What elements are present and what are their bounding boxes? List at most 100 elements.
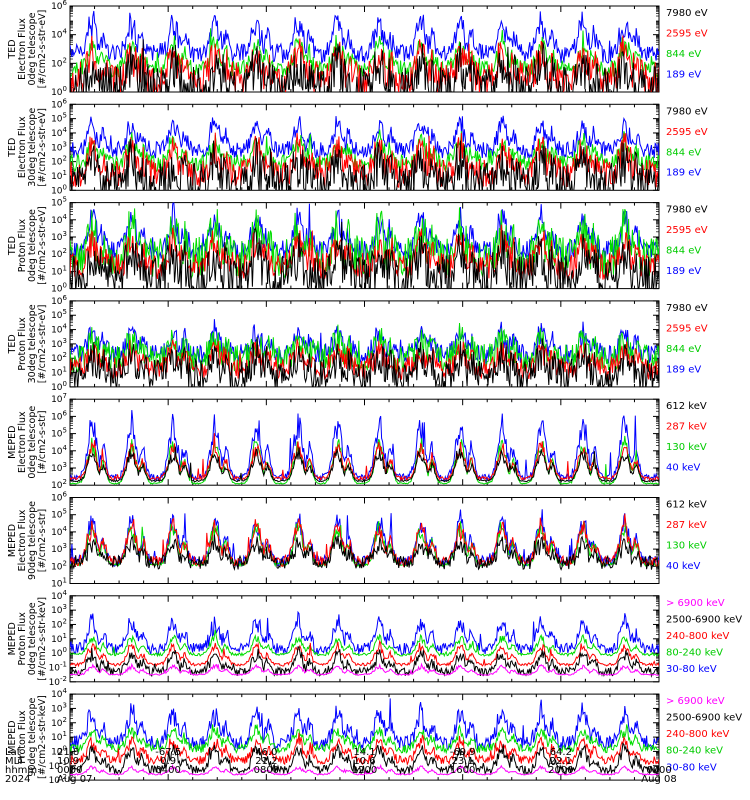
- y-axis-label: TEDElectron Flux30deg telescope[#/cm2-s-…: [7, 108, 48, 187]
- legend-entry: 80-240 keV: [666, 746, 723, 757]
- y-tick-label: 102: [51, 716, 67, 729]
- series-group: [70, 509, 659, 571]
- series-line: [70, 446, 659, 483]
- footer-cell: 1200: [352, 765, 377, 776]
- footer-cell: 14.1: [353, 747, 375, 758]
- legend-entry: 240-800 keV: [666, 631, 730, 642]
- legend-entry: 287 keV: [666, 422, 707, 433]
- y-tick-label: 100: [51, 85, 67, 98]
- y-tick-label: 100: [51, 183, 67, 196]
- y-tick-label: 106: [51, 0, 67, 12]
- footer-cell: 0000: [646, 765, 671, 776]
- y-tick-label: 102: [51, 559, 67, 572]
- footer-cell: Aug 08: [641, 774, 676, 785]
- footer-cell: Aug 07: [57, 774, 92, 785]
- y-tick-label: 100: [51, 380, 67, 393]
- legend-entry: 240-800 keV: [666, 729, 730, 740]
- y-tick-label: 101: [51, 366, 67, 379]
- legend-entry: 2595 eV: [666, 127, 708, 138]
- y-tick-label: 103: [51, 701, 67, 714]
- series-line: [70, 35, 659, 92]
- legend-entry: 7980 eV: [666, 303, 708, 314]
- series-line: [70, 319, 659, 365]
- legend-entry: 2595 eV: [666, 28, 708, 39]
- y-tick-label: 100: [51, 282, 67, 295]
- series-line: [70, 698, 659, 752]
- footer-cell: 21.2: [255, 756, 277, 767]
- y-axis-label: TEDProton Flux0deg telescope[#/cm2-s-str…: [7, 206, 48, 285]
- y-tick-label: 104: [51, 687, 67, 700]
- y-tick-label: 102: [51, 247, 67, 260]
- y-tick-label: 102: [51, 478, 67, 491]
- y-tick-label: 103: [51, 140, 67, 153]
- footer-cell: -69.9: [450, 747, 476, 758]
- y-tick-label: 103: [51, 461, 67, 474]
- footer-cell: -67.5: [155, 747, 181, 758]
- series-line: [70, 629, 659, 658]
- series-line: [70, 221, 659, 289]
- y-tick-label: 105: [51, 308, 67, 321]
- y-tick-label: 106: [51, 97, 67, 110]
- y-tick-label: 102: [51, 155, 67, 168]
- y-axis-label: TEDProton Flux30deg telescope[#/cm2-s-st…: [7, 304, 48, 383]
- legend-entry: 80-240 keV: [666, 647, 723, 658]
- footer-cell: 1600: [450, 765, 475, 776]
- y-tick-label: 104: [51, 323, 67, 336]
- legend-entry: 2595 eV: [666, 323, 708, 334]
- legend-entry: 2595 eV: [666, 225, 708, 236]
- legend-entry: 40 keV: [666, 463, 700, 474]
- legend-entry: > 6900 keV: [666, 598, 725, 609]
- series-line: [70, 534, 659, 571]
- y-tick-label: 10-1: [49, 759, 67, 772]
- y-tick-label: 104: [51, 525, 67, 538]
- y-axis-label: MEPEDProton Flux90deg telescope[#/cm2-s-…: [7, 695, 48, 779]
- y-tick-label: 105: [51, 112, 67, 125]
- y-tick-label: 107: [51, 392, 67, 405]
- legend-entry: 130 keV: [666, 442, 707, 453]
- y-tick-label: 10-2: [49, 773, 67, 786]
- y-tick-label: 105: [51, 508, 67, 521]
- y-tick-label: 106: [51, 409, 67, 422]
- series-line: [70, 410, 659, 482]
- y-tick-label: 104: [51, 126, 67, 139]
- series-group: [70, 698, 659, 776]
- footer-cell: 22.1: [550, 756, 572, 767]
- y-tick-label: 103: [51, 603, 67, 616]
- legend-entry: 2500-6900 keV: [666, 713, 742, 724]
- legend-entry: 30-80 keV: [666, 664, 717, 675]
- legend-entry: 844 eV: [666, 147, 701, 158]
- legend-entry: 612 keV: [666, 401, 707, 412]
- y-axis-label: TEDElectron Flux0deg telescope[#/cm2-s-s…: [7, 10, 48, 89]
- panel-frame: [69, 497, 660, 584]
- series-line: [70, 137, 659, 191]
- footer-cell: 0400: [155, 765, 180, 776]
- y-tick-label: 10-2: [49, 675, 67, 688]
- legend-entry: 844 eV: [666, 344, 701, 355]
- footer-cell: 0800: [254, 765, 279, 776]
- legend-entry: 189 eV: [666, 364, 701, 375]
- y-tick-label: 101: [51, 730, 67, 743]
- footer-cell: 2000: [548, 765, 573, 776]
- y-tick-label: 104: [51, 444, 67, 457]
- series-line: [70, 129, 659, 174]
- footer-row-label: hhmm: [5, 765, 37, 776]
- series-line: [70, 115, 659, 159]
- y-tick-label: 10-1: [49, 660, 67, 673]
- series-line: [70, 28, 659, 78]
- y-tick-label: 101: [51, 577, 67, 590]
- series-group: [70, 10, 659, 92]
- legend-entry: 2500-6900 keV: [666, 614, 742, 625]
- y-tick-label: 102: [51, 351, 67, 364]
- y-tick-label: 102: [51, 56, 67, 69]
- y-tick-label: 101: [51, 632, 67, 645]
- series-line: [70, 639, 659, 668]
- legend-entry: 189 eV: [666, 168, 701, 179]
- legend-entry: 7980 eV: [666, 205, 708, 216]
- footer-row-label: MLT: [5, 756, 25, 767]
